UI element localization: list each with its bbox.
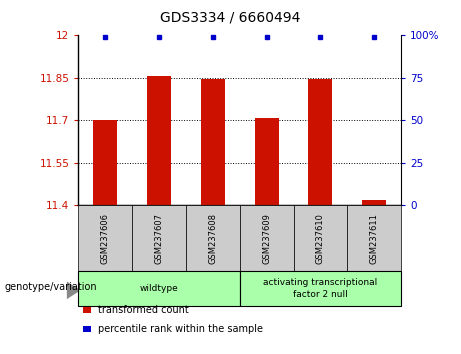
Text: GSM237607: GSM237607 (154, 212, 164, 264)
Bar (308, 79, 332, 205)
Bar (93, 120, 118, 205)
Text: GSM237610: GSM237610 (316, 213, 325, 263)
Bar (254, 118, 279, 205)
Text: transformed count: transformed count (98, 305, 189, 315)
Text: GSM237609: GSM237609 (262, 213, 271, 263)
Text: GSM237608: GSM237608 (208, 212, 217, 264)
Text: percentile rank within the sample: percentile rank within the sample (98, 324, 263, 334)
Bar (362, 200, 386, 205)
Text: wildtype: wildtype (140, 284, 178, 293)
Polygon shape (67, 281, 81, 299)
Text: activating transcriptional
factor 2 null: activating transcriptional factor 2 null (263, 279, 378, 298)
Text: genotype/variation: genotype/variation (5, 282, 97, 292)
Text: GSM237606: GSM237606 (101, 212, 110, 264)
Text: GSM237611: GSM237611 (370, 213, 378, 263)
Bar (147, 76, 171, 205)
Text: GDS3334 / 6660494: GDS3334 / 6660494 (160, 11, 301, 25)
Bar (201, 79, 225, 205)
